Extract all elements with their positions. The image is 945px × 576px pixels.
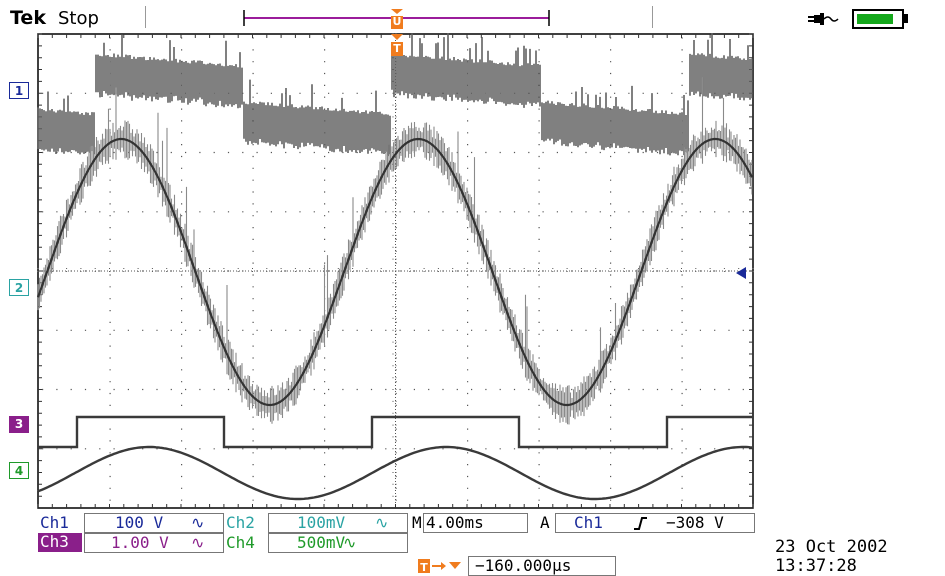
trigger-position-icon[interactable]: U <box>390 8 404 30</box>
channel-3-label-box[interactable]: Ch3 <box>38 533 82 552</box>
trigger-offset-icon: T <box>418 559 461 574</box>
battery-level-fill <box>857 14 893 24</box>
channel-1-marker[interactable]: 1 <box>9 82 29 99</box>
time-readout: 13:37:28 <box>775 556 857 576</box>
ac-plug-icon <box>808 13 839 25</box>
channel-4-trace <box>37 445 753 501</box>
trigger-position-label: U <box>392 15 402 28</box>
timebase-box[interactable]: 4.00ms <box>423 513 528 533</box>
ac-coupling-icon: ∿ <box>191 513 205 532</box>
channel-2-scale: 100mV <box>297 513 346 532</box>
header-divider <box>652 6 653 28</box>
channel-1-label[interactable]: Ch1 <box>40 513 69 532</box>
rising-edge-icon <box>634 517 647 530</box>
acquisition-state: Stop <box>58 8 99 29</box>
channel-4-scale-box[interactable]: 500mV ∿ <box>268 533 408 553</box>
trigger-mode: A <box>540 513 550 532</box>
header-divider <box>145 6 146 28</box>
trigger-level-arrow <box>736 267 746 279</box>
timebase-value: 4.00ms <box>426 513 484 532</box>
battery-icon <box>852 9 904 29</box>
trigger-marker-icon[interactable]: T <box>390 33 404 57</box>
channel-1-scale: 100 V <box>115 513 164 532</box>
battery-terminal <box>904 14 908 23</box>
channel-2-marker[interactable]: 2 <box>9 279 29 296</box>
channel-1-trace <box>37 33 753 157</box>
channel-4-label[interactable]: Ch4 <box>226 533 255 552</box>
brand-logo: Tek <box>10 7 46 29</box>
channel-3-marker[interactable]: 3 <box>9 416 29 433</box>
ac-coupling-icon: ∿ <box>375 513 389 532</box>
waveform-traces <box>36 33 753 501</box>
channel-2-label[interactable]: Ch2 <box>226 513 255 532</box>
edge-ticks <box>37 33 754 508</box>
timebase-prefix: M <box>412 513 422 532</box>
svg-text:T: T <box>420 561 428 574</box>
date-readout: 23 Oct 2002 <box>775 537 888 557</box>
channel-3-trace <box>38 415 753 449</box>
trigger-offset-value: −160.000µs <box>475 556 572 575</box>
channel-3-scale: 1.00 V <box>111 533 169 552</box>
channel-1-scale-box[interactable]: 100 V ∿ <box>84 513 224 533</box>
ac-coupling-icon: ∿ <box>343 533 357 552</box>
trigger-level: −308 V <box>666 513 724 532</box>
channel-4-marker[interactable]: 4 <box>9 462 29 479</box>
ac-coupling-icon: ∿ <box>191 533 205 552</box>
channel-2-scale-box[interactable]: 100mV ∿ <box>268 513 408 533</box>
channel-2-trace <box>36 137 753 407</box>
grid-dots <box>42 37 744 501</box>
trigger-marker-label: T <box>393 42 401 55</box>
channel-3-scale-box[interactable]: 1.00 V ∿ <box>84 533 224 553</box>
channel-3-label: Ch3 <box>40 532 69 551</box>
trigger-offset-box[interactable]: −160.000µs <box>468 556 616 576</box>
trigger-readout-box[interactable]: Ch1 −308 V <box>555 513 755 533</box>
channel-4-scale: 500mV <box>297 533 346 552</box>
trigger-source: Ch1 <box>574 513 603 532</box>
